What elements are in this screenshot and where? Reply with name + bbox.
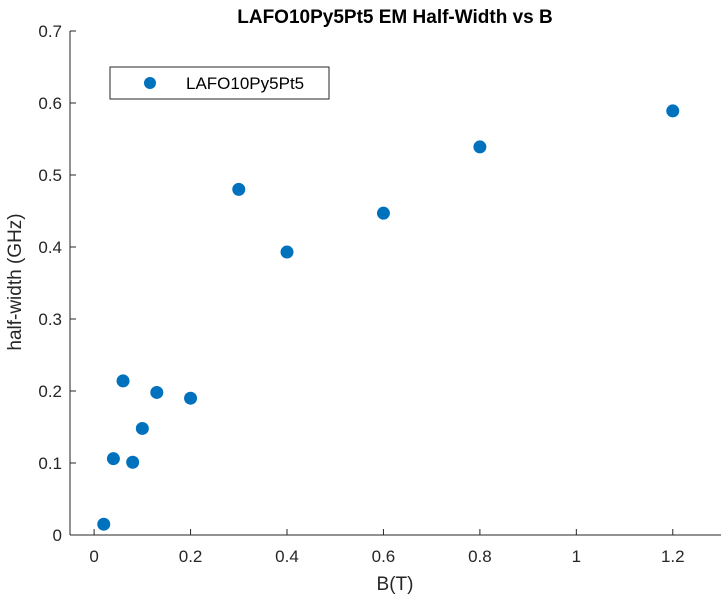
x-tick-label: 0 — [89, 547, 98, 566]
data-point — [97, 517, 111, 531]
x-tick-label: 1 — [572, 547, 581, 566]
legend-label: LAFO10Py5Pt5 — [186, 74, 304, 93]
data-point — [473, 140, 487, 154]
y-tick-label: 0.5 — [38, 166, 62, 185]
x-axis-label: B(T) — [377, 574, 414, 595]
data-point — [150, 385, 164, 399]
data-point — [106, 452, 120, 466]
y-tick-label: 0.7 — [38, 22, 62, 41]
data-point — [280, 245, 294, 259]
y-tick-label: 0.1 — [38, 454, 62, 473]
data-point — [126, 455, 140, 469]
y-tick-label: 0.2 — [38, 382, 62, 401]
x-tick-label: 1.2 — [661, 547, 685, 566]
y-axis-label: half-width (GHz) — [5, 213, 26, 350]
plot-area: 0 0.2 0.4 0.6 0.8 1 1.2 0 0.1 0.2 0.3 0.4 0.5 0.6 0.7 — [38, 22, 721, 566]
x-tick-label: 0.6 — [372, 547, 396, 566]
data-point — [232, 182, 246, 196]
chart-title: LAFO10Py5Pt5 EM Half-Width vs B — [237, 7, 553, 28]
data-point — [135, 421, 149, 435]
legend-marker-icon — [144, 77, 156, 89]
x-tick-label: 0.2 — [179, 547, 203, 566]
x-tick-label: 0.8 — [468, 547, 492, 566]
data-point — [116, 374, 130, 388]
y-tick-label: 0.6 — [38, 94, 62, 113]
y-tick-label: 0.3 — [38, 310, 62, 329]
data-point — [666, 104, 680, 118]
legend: LAFO10Py5Pt5 — [109, 66, 330, 100]
data-point — [184, 391, 198, 405]
y-tick-label: 0 — [53, 526, 62, 545]
x-tick-label: 0.4 — [275, 547, 299, 566]
y-tick-label: 0.4 — [38, 238, 62, 257]
data-point — [376, 206, 390, 220]
